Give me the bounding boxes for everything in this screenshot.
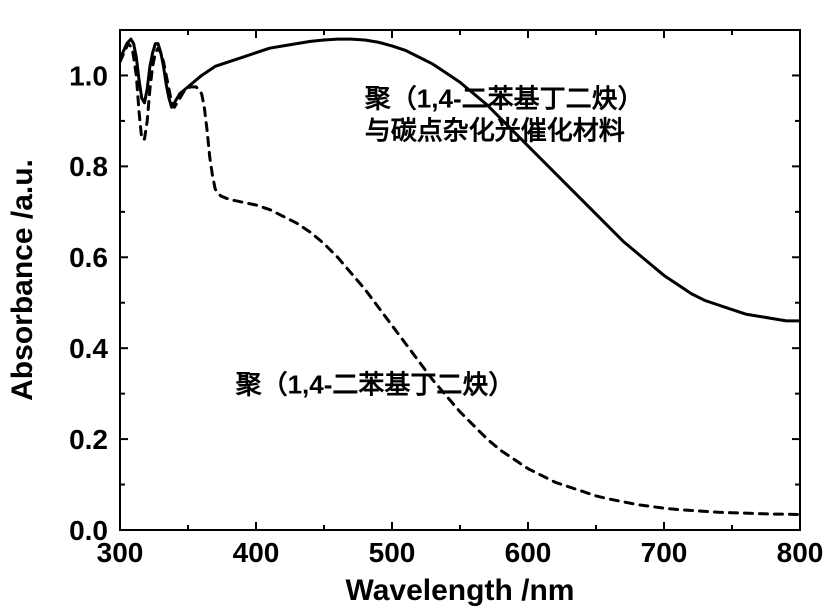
y-tick-label: 0.2	[69, 424, 108, 455]
annotation-0-line-0: 聚（1,4-二苯基丁二炔）	[364, 83, 644, 113]
x-axis-title: Wavelength /nm	[346, 574, 575, 607]
y-tick-label: 0.4	[69, 333, 108, 364]
annotation-1-line-0: 聚（1,4-二苯基丁二炔）	[235, 370, 515, 400]
y-tick-label: 0.6	[69, 242, 108, 273]
y-tick-label: 0.8	[69, 151, 108, 182]
chart-container: 3004005006007008000.00.20.40.60.81.0聚（1,…	[0, 0, 837, 615]
absorbance-chart: 3004005006007008000.00.20.40.60.81.0聚（1,…	[0, 0, 837, 615]
annotation-0-line-1: 与碳点杂化光催化材料	[365, 115, 625, 145]
y-tick-label: 1.0	[69, 60, 108, 91]
x-tick-label: 600	[505, 537, 552, 568]
y-tick-label: 0.0	[69, 515, 108, 546]
x-tick-label: 500	[369, 537, 416, 568]
y-axis-title: Absorbance /a.u.	[6, 159, 39, 401]
x-tick-label: 700	[641, 537, 688, 568]
x-tick-label: 400	[233, 537, 280, 568]
x-tick-label: 800	[777, 537, 824, 568]
